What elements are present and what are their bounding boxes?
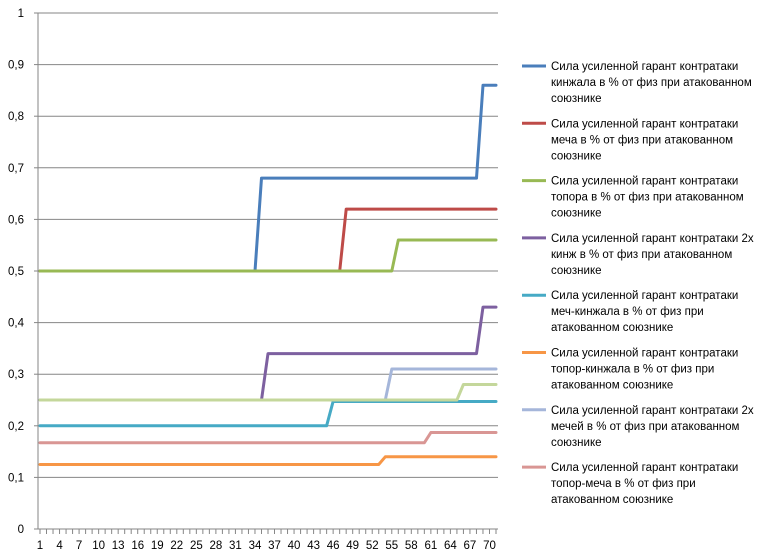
x-tick-label: 43	[307, 540, 320, 552]
x-tick-label: 37	[268, 540, 281, 552]
legend-label-line: союзнике	[551, 265, 602, 277]
legend-label-line: меча в % от физ при атакованном	[551, 134, 733, 146]
x-tick-label: 58	[405, 540, 418, 552]
x-tick-label: 70	[483, 540, 496, 552]
legend-label-line: Сила усиленной гарант контратаки	[551, 290, 738, 302]
legend-label-line: союзнике	[551, 208, 602, 220]
x-tick-label: 16	[131, 540, 144, 552]
legend-label-line: Сила усиленной гарант контратаки	[551, 61, 738, 73]
x-tick-label: 28	[209, 540, 222, 552]
legend-item-8: Сила усиленной гарант контратаки топор-ме…	[522, 462, 738, 506]
x-tick-label: 7	[76, 540, 82, 552]
legend-label-line: топора в % от физ при атакованном	[551, 192, 744, 204]
x-axis-tick-labels: 1 4 7 10 13 16 19 22 25 28 31 34 37 40 43 46 49 52 55 58 61 6…	[37, 540, 496, 552]
legend-item-7: Сила усиленной гарант контратаки 2х мечей…	[522, 405, 754, 449]
series-line-1	[38, 83, 498, 273]
legend-label-line: кинжала в % от физ при атакованном	[551, 77, 752, 89]
legend-label-line: союзнике	[551, 93, 602, 105]
series-line-5	[38, 400, 498, 428]
series-line-8	[38, 431, 498, 445]
x-tick-label: 13	[112, 540, 125, 552]
legend-label-line: мечей в % от физ при атакованном	[551, 421, 740, 433]
x-tick-label: 22	[170, 540, 183, 552]
legend-label-line: топор-кинжала в % от физ при	[551, 364, 714, 376]
series-line-3	[38, 238, 498, 273]
y-tick-label: 0	[18, 524, 24, 536]
legend-item-1: Сила усиленной гарант контратаки кинжала …	[522, 61, 752, 105]
x-tick-label: 67	[464, 540, 477, 552]
legend-label-line: кинж в % от физ при атакованном	[551, 249, 732, 261]
y-tick-label: 0,2	[8, 421, 24, 433]
x-tick-label: 49	[346, 540, 359, 552]
x-tick-label: 25	[190, 540, 203, 552]
y-tick-label: 0,3	[8, 369, 24, 381]
x-tick-label: 46	[327, 540, 340, 552]
legend-label-line: Сила усиленной гарант контратаки	[551, 176, 738, 188]
y-axis-tick-labels: 0 0,1 0,2 0,3 0,4 0,5 0,6 0,7 0,8 0,9 1	[8, 8, 25, 536]
x-tick-label: 40	[288, 540, 301, 552]
legend-label-line: союзнике	[551, 437, 602, 449]
y-tick-label: 0,5	[8, 266, 24, 278]
legend-item-4: Сила усиленной гарант контратаки 2х кинж …	[522, 233, 754, 277]
legend-item-2: Сила усиленной гарант контратаки меча в %…	[522, 118, 738, 162]
axes	[34, 12, 498, 534]
legend-item-6: Сила усиленной гарант контратаки топор-ки…	[522, 348, 738, 392]
x-tick-label: 52	[366, 540, 379, 552]
series-line-7	[38, 367, 498, 402]
legend-item-3: Сила усиленной гарант контратаки топора в…	[522, 176, 744, 220]
legend-label-line: атакованном союзнике	[551, 380, 673, 392]
x-tick-label: 4	[56, 540, 63, 552]
x-tick-label: 10	[92, 540, 105, 552]
x-tick-label: 55	[385, 540, 398, 552]
legend-label-line: атакованном союзнике	[551, 494, 673, 506]
y-tick-label: 0,7	[8, 163, 24, 175]
legend-label-line: Сила усиленной гарант контратаки	[551, 348, 738, 360]
series-line-6	[38, 455, 498, 466]
series-line-9	[38, 383, 498, 402]
legend-label-line: атакованном союзнике	[551, 322, 673, 334]
x-tick-label: 34	[249, 540, 262, 552]
x-tick-label: 1	[37, 540, 43, 552]
y-tick-label: 0,4	[8, 318, 25, 330]
legend-label-line: Сила усиленной гарант контратаки	[551, 462, 738, 474]
legend-item-5: Сила усиленной гарант контратаки меч-кинж…	[522, 290, 738, 334]
x-tick-label: 64	[444, 540, 457, 552]
y-tick-label: 0,8	[8, 111, 24, 123]
y-tick-label: 0,9	[8, 60, 24, 72]
legend-label-line: союзнике	[551, 150, 602, 162]
x-tick-label: 19	[151, 540, 164, 552]
legend-label-line: топор-меча в % от физ при	[551, 478, 696, 490]
legend-label-line: Сила усиленной гарант контратаки 2х	[551, 233, 754, 245]
gridlines	[38, 12, 498, 478]
legend-label-line: меч-кинжала в % от физ при	[551, 306, 704, 318]
y-tick-label: 0,6	[8, 214, 24, 226]
series-line-4	[260, 305, 498, 402]
legend-label-line: Сила усиленной гарант контратаки 2х	[551, 405, 754, 417]
x-tick-label: 31	[229, 540, 242, 552]
y-tick-label: 1	[18, 8, 24, 20]
legend-label-line: Сила усиленной гарант контратаки	[551, 118, 738, 130]
series-lines	[38, 83, 498, 466]
y-tick-label: 0,1	[8, 472, 24, 484]
x-tick-label: 61	[424, 540, 437, 552]
legend: Сила усиленной гарант контратаки кинжала …	[522, 61, 754, 506]
